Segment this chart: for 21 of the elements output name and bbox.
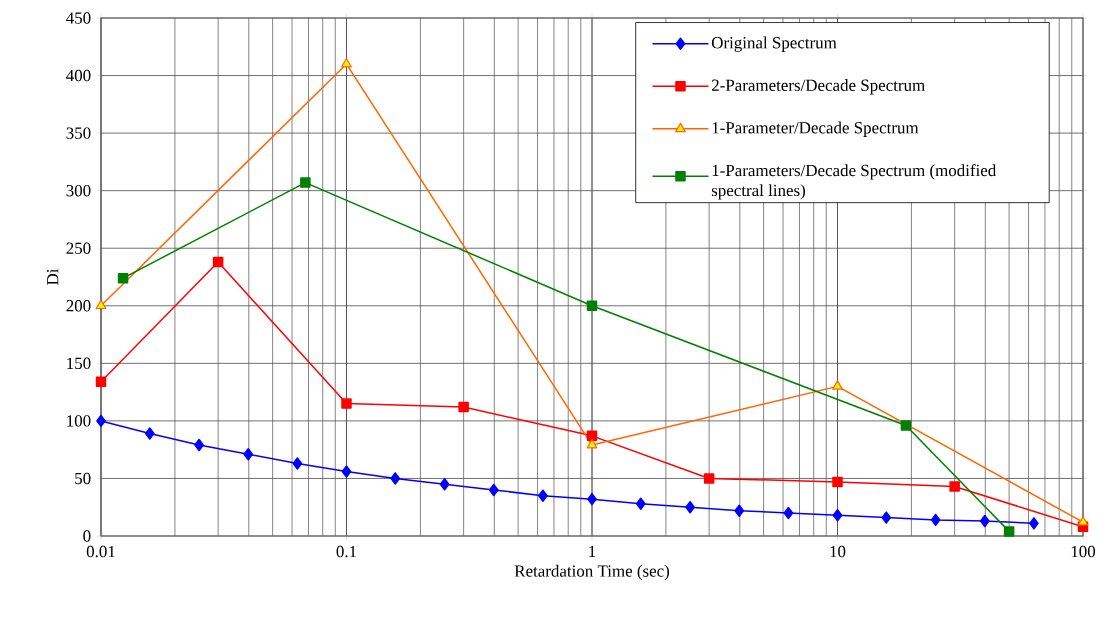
x-axis-title: Retardation Time (sec): [514, 564, 670, 581]
x-tick-label: 0.01: [86, 545, 115, 558]
y-axis-title: Di: [47, 268, 59, 285]
y-tick-label: 450: [66, 12, 91, 24]
y-tick-label: 300: [66, 184, 91, 197]
x-tick-label: 0.1: [336, 545, 357, 558]
legend-label: 1-Parameter/Decade Spectrum: [712, 121, 919, 137]
y-tick-label: 50: [75, 472, 91, 485]
legend-label: Original Spectrum: [711, 36, 837, 52]
y-tick-label: 100: [67, 415, 91, 427]
x-tick-label: 100: [1071, 545, 1096, 558]
y-tick-label: 150: [67, 357, 91, 370]
y-tick-label: 250: [66, 242, 91, 254]
legend-label: 1-Parameters/Decade Spectrum (modified spectral lines): [711, 164, 997, 200]
y-tick-label: 0: [83, 530, 91, 542]
y-tick-label: 350: [66, 127, 91, 139]
legend-label: 2-Parameters/Decade Spectrum: [711, 79, 925, 95]
y-tick-label: 200: [66, 300, 91, 312]
x-tick-label: 10: [830, 545, 846, 558]
x-tick-label: 1: [589, 545, 596, 558]
y-tick-label: 400: [66, 69, 91, 82]
